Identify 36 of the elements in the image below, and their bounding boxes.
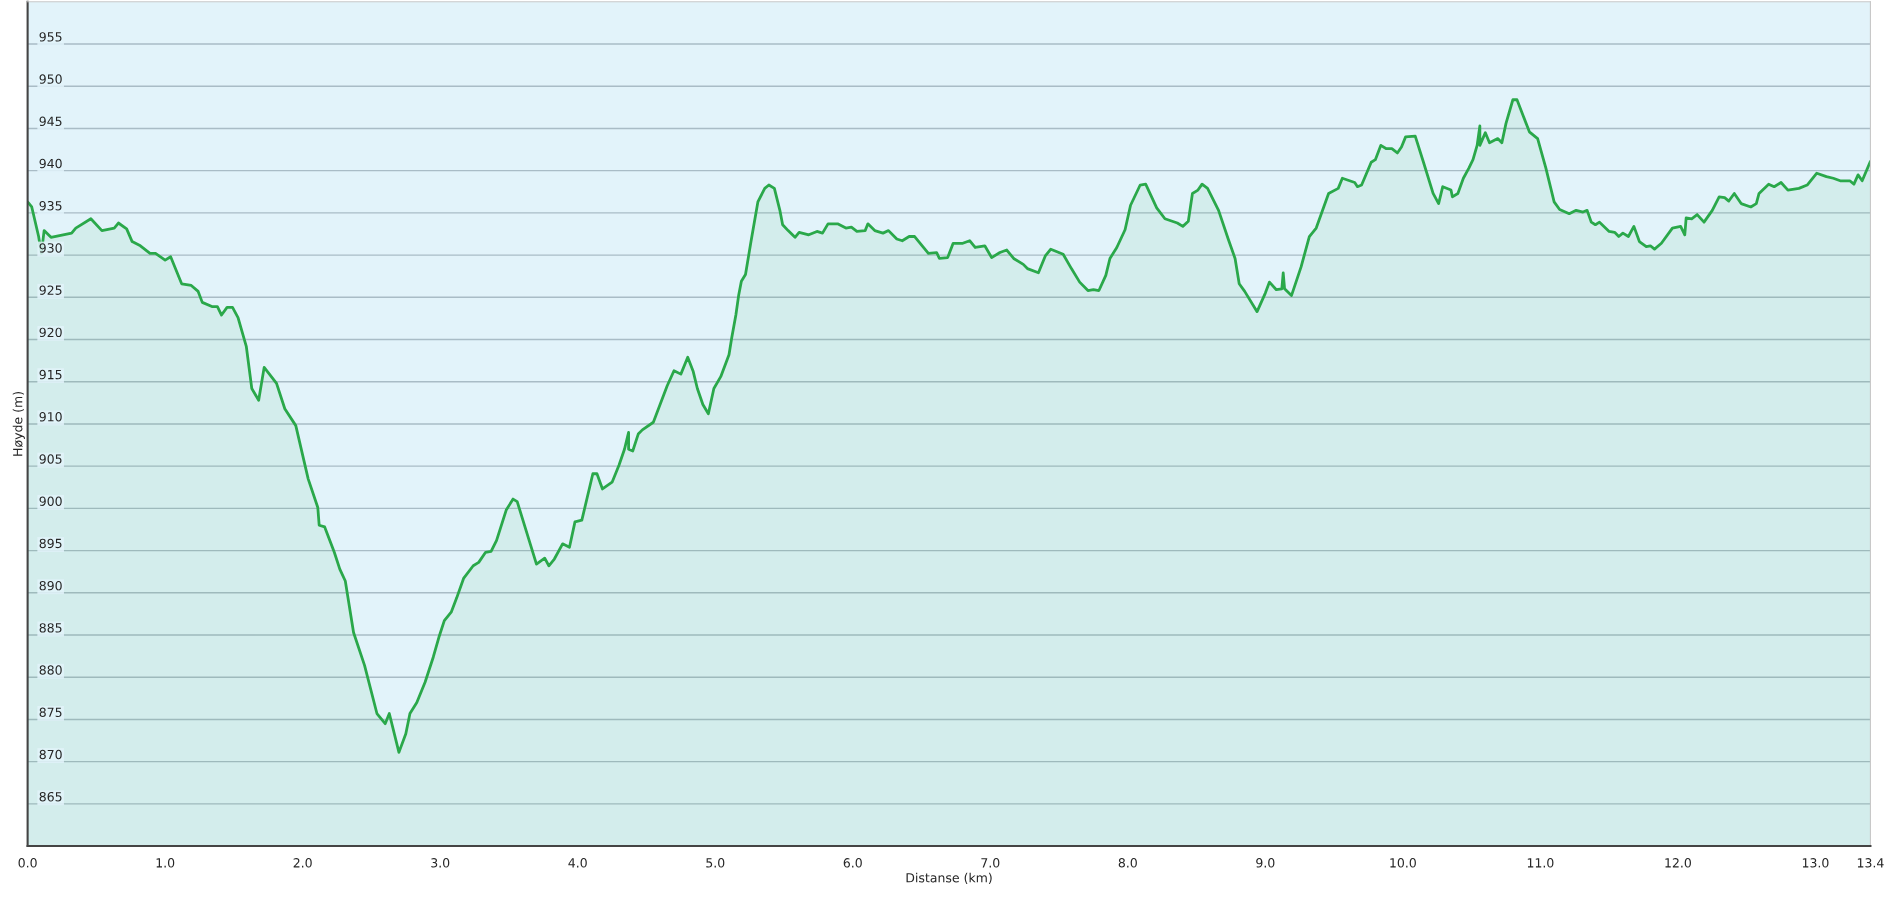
x-tick-label: 13.4	[1857, 858, 1884, 868]
y-tick-label: 935	[39, 201, 62, 211]
y-tick-label: 925	[39, 285, 62, 295]
y-tick-label: 890	[39, 580, 62, 591]
y-tick-label: 920	[39, 327, 62, 338]
y-tick-label: 870	[39, 749, 62, 760]
y-tick-label: 950	[39, 74, 62, 84]
y-tick-label: 910	[39, 412, 62, 422]
x-tick-label: 12.0	[1665, 858, 1691, 868]
y-tick-label: 865	[39, 791, 62, 802]
y-tick-label: 875	[39, 707, 62, 718]
y-tick-label: 895	[39, 538, 62, 549]
x-tick-label: 3.0	[431, 858, 450, 868]
y-tick-label: 930	[39, 243, 62, 253]
x-tick-label: 1.0	[156, 858, 175, 868]
x-tick-label: 2.0	[293, 858, 312, 868]
y-tick-label: 955	[39, 32, 62, 42]
y-tick-label: 915	[39, 369, 62, 380]
x-tick-label: 10.0	[1390, 858, 1416, 868]
x-tick-label: 13.0	[1802, 858, 1829, 868]
x-tick-label: 7.0	[981, 858, 1000, 868]
y-tick-label: 885	[39, 623, 62, 633]
x-axis-title: Distanse (km)	[906, 872, 992, 884]
x-tick-label: 8.0	[1118, 858, 1137, 868]
y-tick-label: 880	[39, 665, 62, 675]
y-tick-label: 905	[39, 454, 62, 464]
y-tick-label: 900	[39, 496, 62, 506]
x-tick-label: 6.0	[843, 858, 862, 868]
x-tick-label: 0.0	[18, 858, 37, 868]
y-axis-title: Høyde (m)	[12, 392, 25, 456]
y-tick-label: 940	[39, 158, 62, 169]
y-tick-label: 945	[39, 116, 62, 127]
x-tick-label: 4.0	[568, 858, 587, 868]
x-tick-label: 11.0	[1527, 858, 1554, 868]
x-tick-label: 9.0	[1256, 858, 1275, 868]
x-tick-label: 5.0	[706, 858, 725, 868]
